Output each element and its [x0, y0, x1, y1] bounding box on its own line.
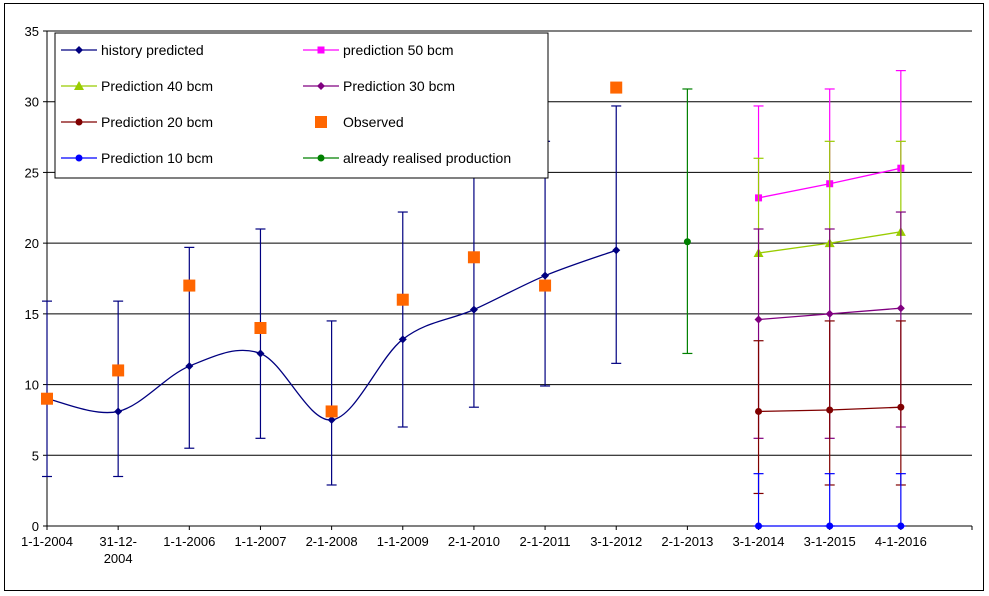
legend-marker [75, 46, 83, 54]
data-point [826, 522, 834, 530]
x-tick-label-line: 2004 [104, 551, 133, 566]
data-point [755, 522, 763, 530]
legend-box [54, 32, 549, 179]
data-point [254, 322, 267, 334]
legend-marker [75, 118, 83, 126]
legend-item: Prediction 30 bcm [303, 78, 455, 94]
legend-label: Prediction 40 bcm [101, 78, 213, 94]
x-tick-label-line: 31-12- [99, 534, 137, 549]
legend-marker [315, 116, 327, 128]
data-point [539, 279, 552, 292]
data-point [541, 271, 550, 280]
data-point [183, 279, 196, 292]
y-tick-label: 5 [32, 448, 39, 463]
series-already-realised-production [682, 88, 693, 355]
x-tick-label: 3-1-2012 [590, 534, 642, 549]
legend-label: Observed [343, 114, 404, 130]
data-point [396, 293, 409, 306]
data-point [467, 251, 480, 264]
data-point [114, 407, 123, 416]
data-point [610, 81, 623, 94]
legend-marker [317, 82, 325, 90]
x-tick-label-line: 2-1-2013 [661, 534, 713, 549]
legend-item: history predicted [61, 42, 204, 58]
x-tick-label-line: 1-1-2007 [234, 534, 286, 549]
data-point [469, 305, 478, 314]
data-point [256, 349, 265, 358]
x-tick-label: 1-1-2007 [234, 534, 286, 549]
x-tick-label-line: 1-1-2006 [163, 534, 215, 549]
y-tick-label: 20 [25, 236, 39, 251]
data-point [825, 309, 834, 318]
y-tick-label: 25 [25, 165, 39, 180]
legend-label: Prediction 30 bcm [343, 78, 455, 94]
x-tick-label: 1-1-2009 [377, 534, 429, 549]
legend-label: prediction 50 bcm [343, 42, 454, 58]
x-tick-label-line: 1-1-2004 [21, 534, 73, 549]
x-tick-labels: 1-1-2004 31-12- 2004 1-1-2006 1-1-2007 2-1-20… [21, 534, 927, 566]
legend-marker [317, 154, 325, 162]
x-tick-label: 4-1-2016 [875, 534, 927, 549]
data-point [754, 315, 763, 324]
y-tick-label: 10 [25, 378, 39, 393]
x-tick-label-line: 2-1-2011 [520, 534, 571, 549]
x-tick-label-line: 2-1-2010 [448, 534, 500, 549]
x-tick-label: 2-1-2011 [520, 534, 571, 549]
x-tick-label: 2-1-2010 [448, 534, 500, 549]
x-tick-label: 31-12- 2004 [99, 534, 137, 566]
legend-label: already realised production [343, 150, 511, 166]
legend-label: Prediction 10 bcm [101, 150, 213, 166]
data-point [755, 407, 763, 415]
x-tick-label: 1-1-2004 [21, 534, 73, 549]
legend-label: Prediction 20 bcm [101, 114, 213, 130]
data-point [398, 335, 407, 344]
legend-marker [75, 154, 83, 162]
series-observed [41, 81, 623, 418]
series [41, 69, 906, 530]
legend-marker [317, 46, 325, 54]
legend-item: already realised production [303, 150, 511, 166]
legend-item: Prediction 10 bcm [61, 150, 213, 166]
data-point [683, 238, 691, 246]
legend-item: Prediction 20 bcm [61, 114, 213, 130]
x-tick-label-line: 3-1-2014 [733, 534, 785, 549]
x-tick-label-line: 4-1-2016 [875, 534, 927, 549]
data-point [826, 406, 834, 414]
x-tick-label-line: 3-1-2012 [590, 534, 642, 549]
y-tick-labels: 0 5 10 15 20 25 30 35 [25, 24, 39, 534]
y-tick-label: 15 [25, 307, 39, 322]
chart-frame: 0 5 10 15 20 25 30 35 1-1-2004 31-12-2004 1-1-200… [4, 3, 984, 591]
data-point [327, 415, 336, 424]
x-tick-label: 3-1-2014 [733, 534, 785, 549]
data-point [112, 364, 125, 377]
x-tick-label-line: 2-1-2008 [306, 534, 358, 549]
x-tick-label: 1-1-2006 [163, 534, 215, 549]
data-point [612, 246, 621, 255]
data-point [896, 304, 905, 313]
x-tick-label-line: 1-1-2009 [377, 534, 429, 549]
legend-item: Prediction 40 bcm [61, 78, 213, 94]
data-point [897, 522, 905, 530]
legend-label: history predicted [101, 42, 204, 58]
data-point [325, 405, 338, 418]
legend-marker [74, 81, 84, 90]
y-tick-label: 0 [32, 519, 39, 534]
series-prediction-10-bcm [753, 473, 906, 530]
x-tick-label: 2-1-2008 [306, 534, 358, 549]
x-tick-label: 3-1-2015 [804, 534, 856, 549]
data-point [185, 362, 194, 371]
series-prediction-20-bcm [753, 320, 906, 495]
legend-item: prediction 50 bcm [303, 42, 454, 58]
y-tick-label: 30 [25, 95, 39, 110]
legend-item: Observed [315, 114, 404, 130]
legend: history predicted prediction 50 bcm Predic… [54, 32, 549, 179]
x-tick-label-line: 3-1-2015 [804, 534, 856, 549]
x-tick-label: 2-1-2013 [661, 534, 713, 549]
y-tick-label: 35 [25, 24, 39, 39]
data-point [41, 392, 53, 405]
data-point [897, 403, 905, 411]
